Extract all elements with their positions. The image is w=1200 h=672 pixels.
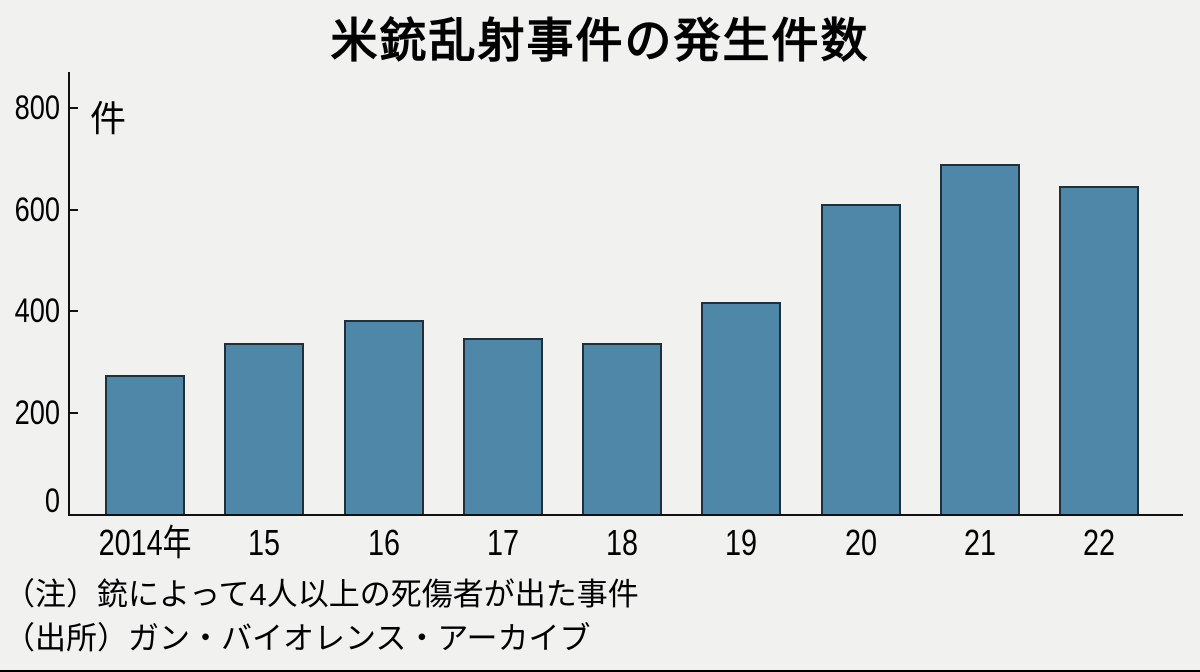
y-tick-label: 400 bbox=[14, 292, 61, 330]
y-tick-mark bbox=[70, 310, 78, 312]
bar-18 bbox=[582, 343, 662, 514]
y-tick-mark bbox=[70, 107, 78, 109]
y-tick-label: 600 bbox=[14, 190, 61, 229]
y-tick-mark bbox=[70, 411, 78, 414]
x-tick-label: 16 bbox=[367, 522, 400, 563]
figure-bottom-rule bbox=[0, 670, 1200, 672]
bar-16 bbox=[343, 320, 424, 514]
y-tick-label: 0 bbox=[44, 482, 60, 520]
bar-19 bbox=[701, 302, 782, 514]
bar-21 bbox=[939, 164, 1020, 514]
x-tick-label: 2014年 bbox=[98, 522, 192, 563]
y-axis-line bbox=[68, 72, 70, 516]
bar-22 bbox=[1059, 186, 1139, 514]
y-tick-label: 800 bbox=[14, 89, 61, 127]
x-tick-label: 20 bbox=[844, 522, 877, 563]
footnotes: （注）銃によって4人以上の死傷者が出た事件 （出所）ガン・バイオレンス・アーカイ… bbox=[4, 573, 639, 661]
x-tick-label: 22 bbox=[1082, 522, 1116, 563]
bar-20 bbox=[820, 204, 901, 514]
x-tick-label: 19 bbox=[725, 522, 758, 563]
chart-title: 米銃乱射事件の発生件数 bbox=[330, 14, 870, 67]
bar-2014年 bbox=[105, 375, 185, 514]
note-line: （注）銃によって4人以上の死傷者が出た事件 bbox=[4, 577, 639, 612]
y-tick-mark bbox=[70, 208, 78, 211]
source-line: （出所）ガン・バイオレンス・アーカイブ bbox=[4, 621, 591, 656]
bar-17 bbox=[462, 338, 543, 514]
x-tick-label: 17 bbox=[486, 522, 519, 563]
x-axis-line bbox=[68, 514, 1183, 516]
y-tick-label: 200 bbox=[14, 393, 61, 432]
x-tick-label: 15 bbox=[248, 522, 281, 563]
bar-15 bbox=[224, 343, 305, 514]
x-tick-label: 21 bbox=[963, 522, 996, 563]
x-tick-label: 18 bbox=[605, 522, 639, 563]
y-axis-unit-label: 件 bbox=[90, 98, 127, 139]
